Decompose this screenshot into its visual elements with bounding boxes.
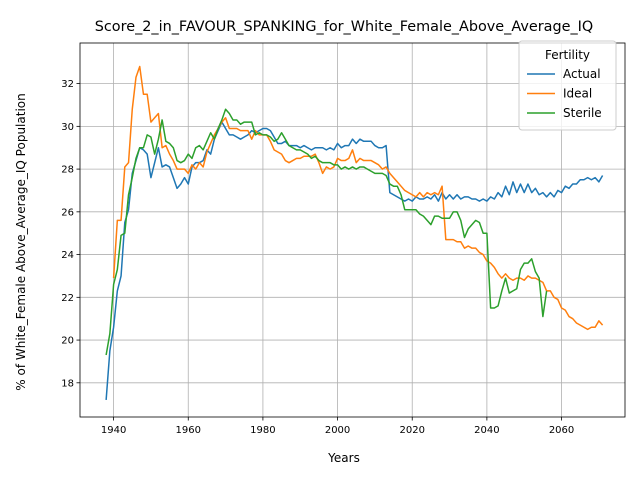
y-tick-label: 22 xyxy=(61,293,74,304)
y-tick-label: 30 xyxy=(61,122,74,133)
y-axis-label: % of White_Female Above_Average_IQ Popul… xyxy=(14,93,28,390)
y-tick-label: 32 xyxy=(61,79,74,90)
x-tick-label: 2020 xyxy=(399,425,424,436)
legend: Fertility Actual Ideal Sterile xyxy=(518,40,617,131)
x-tick-label: 1940 xyxy=(101,425,126,436)
x-tick-label: 2060 xyxy=(549,425,574,436)
y-tick-label: 20 xyxy=(61,336,74,347)
y-tick-label: 26 xyxy=(61,207,74,218)
legend-box xyxy=(518,40,617,131)
series-lines xyxy=(105,65,604,400)
x-tick-label: 2000 xyxy=(325,425,350,436)
x-tick-label: 1980 xyxy=(250,425,275,436)
y-tick-label: 18 xyxy=(61,378,74,389)
x-axis-label: Years xyxy=(327,451,360,465)
x-tick-label: 1960 xyxy=(176,425,201,436)
legend-items: Actual Ideal Sterile xyxy=(527,67,602,120)
series-line-actual xyxy=(105,121,604,400)
axes: 1940 1960 1980 2000 2020 2040 2060 18 20 22 24 26 28… xyxy=(61,79,574,436)
series-line-ideal xyxy=(112,65,604,331)
legend-label-ideal: Ideal xyxy=(563,87,592,101)
y-tick-label: 24 xyxy=(61,250,74,261)
x-tick-label: 2040 xyxy=(474,425,499,436)
legend-label-actual: Actual xyxy=(563,67,601,81)
y-tick-label: 28 xyxy=(61,165,74,176)
legend-label-sterile: Sterile xyxy=(563,106,602,120)
chart-title: Score_2_in_FAVOUR_SPANKING_for_White_Fem… xyxy=(95,19,593,35)
series-line-sterile xyxy=(105,108,548,356)
legend-title: Fertility xyxy=(545,48,590,62)
plot-frame xyxy=(79,42,626,418)
